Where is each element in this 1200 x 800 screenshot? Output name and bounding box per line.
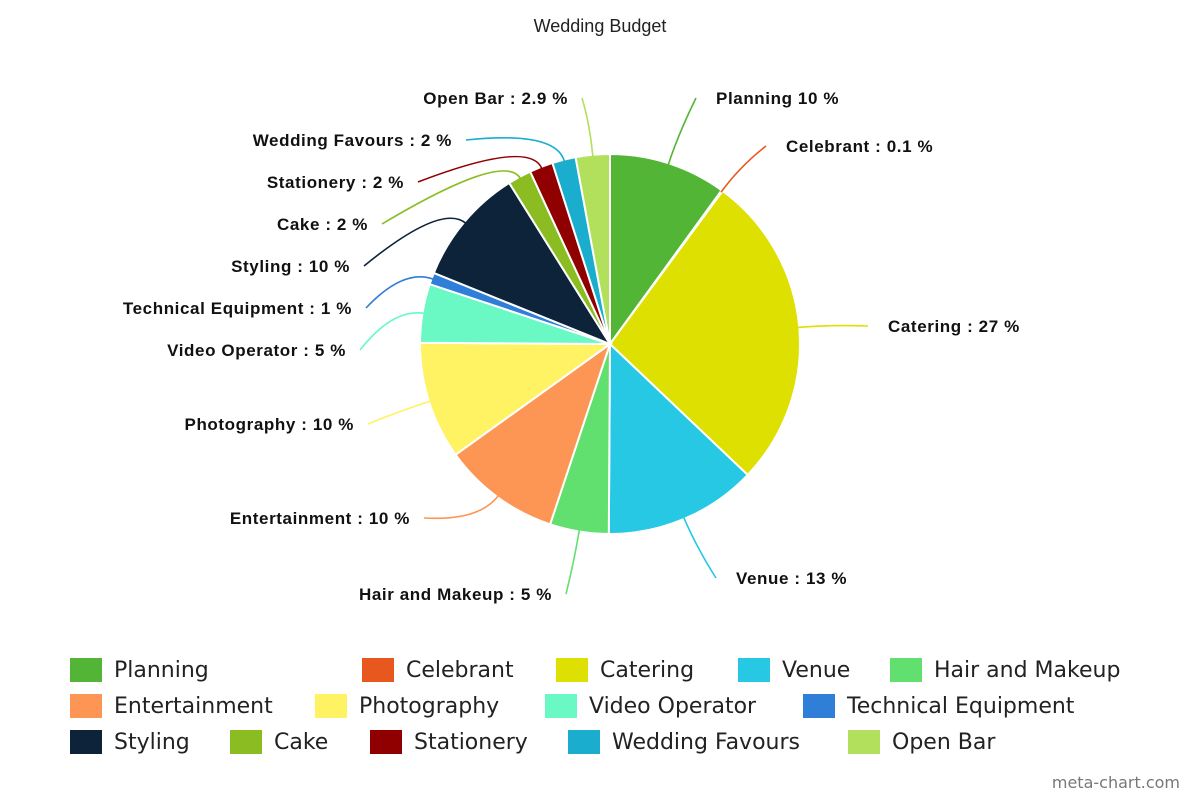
legend-swatch (370, 730, 402, 754)
chart-legend: Planning Celebrant Catering Venue Hair and M… (70, 652, 1150, 760)
legend-swatch (362, 658, 394, 682)
legend-swatch (230, 730, 262, 754)
legend-label: Venue (782, 657, 851, 683)
legend-item-photography[interactable]: Photography (315, 694, 545, 719)
legend-label: Catering (600, 657, 695, 683)
slice-label: Cake : 2 % (277, 215, 368, 234)
legend-item-styling[interactable]: Styling (70, 730, 230, 755)
legend-label: Hair and Makeup (934, 657, 1121, 683)
slice-label: Hair and Makeup : 5 % (359, 585, 552, 604)
legend-swatch (848, 730, 880, 754)
slice-label: Catering : 27 % (888, 317, 1020, 336)
label-connectors (359, 97, 869, 595)
legend-swatch (738, 658, 770, 682)
connector-line (367, 400, 432, 425)
pie-slices (418, 152, 801, 536)
legend-label: Planning (114, 657, 209, 683)
connector-line (363, 217, 467, 267)
legend-item-open-bar[interactable]: Open Bar (848, 730, 1048, 755)
connector-line (682, 516, 717, 579)
legend-label: Cake (274, 729, 329, 755)
slice-label: Entertainment : 10 % (230, 509, 410, 528)
connector-line (381, 170, 522, 225)
slice-labels: Planning 10 % Celebrant : 0.1 % Catering :… (123, 89, 1020, 604)
legend-label: Styling (114, 729, 190, 755)
legend-label: Stationery (414, 729, 528, 755)
legend-item-catering[interactable]: Catering (556, 658, 738, 683)
legend-label: Entertainment (114, 693, 273, 719)
slice-label: Technical Equipment : 1 % (123, 299, 352, 318)
connector-line (423, 494, 500, 520)
legend-item-venue[interactable]: Venue (738, 658, 890, 683)
legend-item-hair-and-makeup[interactable]: Hair and Makeup (890, 658, 1150, 683)
slice-label: Stationery : 2 % (267, 173, 404, 192)
legend-swatch (315, 694, 347, 718)
legend-swatch (568, 730, 600, 754)
legend-item-entertainment[interactable]: Entertainment (70, 694, 315, 719)
legend-label: Wedding Favours (612, 729, 800, 755)
legend-label: Video Operator (589, 693, 757, 719)
legend-swatch (545, 694, 577, 718)
legend-swatch (70, 658, 102, 682)
legend-row: Entertainment Photography Video Operator Te… (70, 688, 1150, 724)
chart-title: Wedding Budget (533, 16, 667, 36)
legend-swatch (70, 730, 102, 754)
connector-line (667, 97, 697, 166)
legend-swatch (890, 658, 922, 682)
legend-label: Open Bar (892, 729, 996, 755)
legend-item-technical-equipment[interactable]: Technical Equipment (803, 694, 1103, 719)
slice-label: Video Operator : 5 % (167, 341, 346, 360)
legend-row: Styling Cake Stationery Wedding Favours Open… (70, 724, 1150, 760)
slice-label: Photography : 10 % (185, 415, 355, 434)
legend-item-planning[interactable]: Planning (70, 658, 362, 683)
legend-row: Planning Celebrant Catering Venue Hair and M… (70, 652, 1150, 688)
slice-label: Open Bar : 2.9 % (423, 89, 568, 108)
slice-label: Styling : 10 % (231, 257, 350, 276)
legend-swatch (803, 694, 835, 718)
legend-label: Technical Equipment (847, 693, 1075, 719)
legend-label: Photography (359, 693, 500, 719)
connector-line (797, 324, 869, 329)
watermark: meta-chart.com (1051, 773, 1180, 792)
legend-item-celebrant[interactable]: Celebrant (362, 658, 556, 683)
legend-swatch (70, 694, 102, 718)
slice-label: Wedding Favours : 2 % (253, 131, 452, 150)
slice-label: Celebrant : 0.1 % (786, 137, 933, 156)
legend-item-video-operator[interactable]: Video Operator (545, 694, 803, 719)
slice-label: Planning 10 % (716, 89, 839, 108)
legend-item-cake[interactable]: Cake (230, 730, 370, 755)
connector-line (359, 312, 425, 351)
connector-line (720, 145, 767, 193)
slice-label: Venue : 13 % (736, 569, 847, 588)
legend-item-wedding-favours[interactable]: Wedding Favours (568, 730, 848, 755)
connector-line (365, 276, 434, 309)
connector-line (581, 97, 594, 157)
legend-label: Celebrant (406, 657, 514, 683)
pie-chart: Planning 10 % Celebrant : 0.1 % Catering :… (123, 89, 1020, 604)
legend-item-stationery[interactable]: Stationery (370, 730, 568, 755)
connector-line (417, 155, 543, 183)
connector-line (465, 137, 566, 162)
legend-swatch (556, 658, 588, 682)
connector-line (565, 529, 581, 595)
